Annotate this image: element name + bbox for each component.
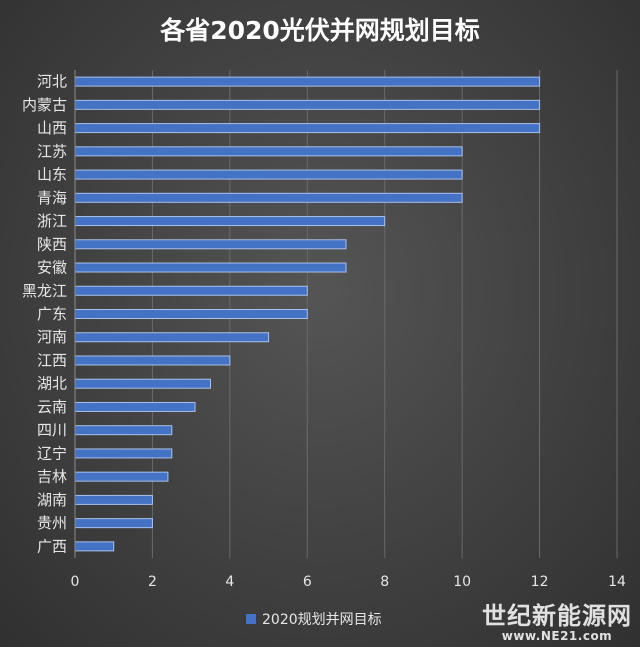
category-label: 江西: [37, 351, 67, 369]
bar: [74, 239, 347, 250]
category-label: 辽宁: [37, 444, 67, 462]
bar: [74, 123, 541, 134]
bar: [74, 401, 196, 412]
bar: [74, 309, 308, 319]
category-label: 河南: [37, 328, 67, 346]
bar: [74, 355, 231, 366]
category-labels: 河北内蒙古山西江苏山东青海浙江陕西安徽黑龙江广东河南江西湖北云南四川辽宁吉林湖南…: [22, 73, 67, 556]
category-label: 广西: [37, 537, 67, 555]
category-label: 青海: [37, 189, 67, 207]
bar: [74, 518, 153, 529]
category-label: 安徽: [37, 259, 67, 277]
category-label: 浙江: [37, 212, 67, 230]
category-label: 湖北: [37, 375, 67, 393]
category-label: 山西: [37, 119, 67, 137]
category-label: 四川: [37, 421, 67, 439]
bar: [74, 169, 463, 180]
x-tick-label: 6: [303, 574, 312, 590]
x-tick-label: 4: [225, 574, 234, 590]
bar: [74, 285, 308, 296]
bar: [74, 378, 211, 389]
bar: [74, 332, 270, 343]
category-label: 湖南: [37, 491, 67, 509]
x-axis-ticks: 0 2 4 6 8 10 12 14: [71, 574, 626, 590]
category-label: 吉林: [37, 468, 67, 486]
category-label: 山东: [37, 166, 67, 184]
chart-title: 各省2020光伏并网规划目标: [159, 16, 480, 45]
category-label: 陕西: [37, 235, 67, 253]
bar: [74, 541, 115, 552]
category-label: 江苏: [37, 142, 67, 160]
bar: [74, 425, 173, 436]
watermark-url: www.NE21.com: [501, 628, 613, 643]
x-tick-label: 10: [453, 574, 471, 590]
x-tick-label: 14: [608, 574, 626, 590]
legend: 2020规划并网目标: [246, 609, 382, 629]
category-label: 河北: [37, 73, 67, 91]
bar: [74, 99, 541, 110]
x-tick-label: 12: [531, 574, 549, 590]
bar: [74, 192, 463, 203]
x-tick-label: 8: [380, 574, 389, 590]
bar: [74, 471, 169, 482]
category-label: 云南: [37, 398, 67, 416]
bar: [74, 76, 541, 87]
legend-label: 2020规划并网目标: [262, 612, 382, 628]
category-label: 内蒙古: [22, 96, 67, 114]
category-label: 黑龙江: [22, 282, 67, 300]
x-tick-label: 2: [148, 574, 157, 590]
bar: [74, 146, 463, 157]
bar: [74, 494, 153, 505]
legend-swatch: [246, 614, 256, 624]
category-label: 广东: [37, 305, 67, 323]
bar: [74, 448, 173, 459]
watermark-text: 世纪新能源网: [482, 602, 632, 631]
category-label: 贵州: [37, 514, 67, 532]
x-tick-label: 0: [71, 574, 80, 590]
bar: [74, 216, 386, 227]
bar: [74, 262, 347, 273]
watermark-logo: 世纪新能源网 www.NE21.com: [482, 603, 632, 643]
